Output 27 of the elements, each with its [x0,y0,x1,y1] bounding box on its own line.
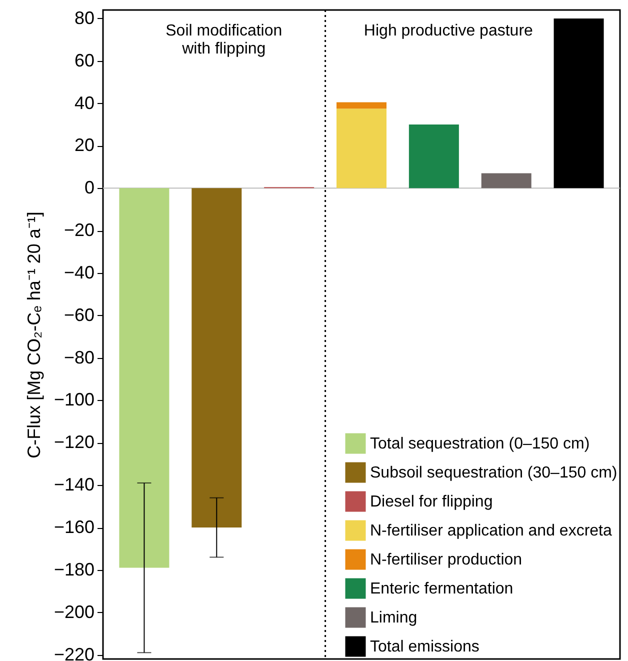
legend-label: N-fertiliser production [370,552,522,568]
legend-label: Total sequestration (0–150 cm) [370,436,590,452]
y-tick-label: −80 [64,347,94,368]
y-tick-label: −160 [54,517,94,538]
y-tick-label: −220 [54,644,94,661]
legend-label: Diesel for flipping [370,494,493,510]
legend-label: N-fertiliser application and excreta [370,522,612,540]
legend-label: Total emissions [370,638,480,656]
y-tick-label: −200 [54,602,94,622]
y-tick-label: −60 [64,304,94,325]
legend-label: Enteric fermentation [370,580,514,598]
annotation: Soil modification with flipping [166,22,282,58]
y-tick-label: −140 [54,474,94,495]
annotation: High productive pasture [364,22,534,40]
y-tick-label: −40 [64,262,94,282]
y-tick-label: −120 [54,432,94,452]
legend-label: Liming [370,610,418,626]
legend-label: Subsoil sequestration (30–150 cm) [370,464,618,482]
y-axis-title: C-Flux [Mg CO₂-Cₑ ha⁻¹ 20 a⁻¹] [24,212,44,458]
y-tick-label: 0 [84,178,94,198]
y-tick-label: 60 [74,50,94,70]
y-tick-label: 80 [74,8,94,28]
y-tick-label: 20 [74,135,94,156]
y-tick-label: 40 [74,92,94,113]
y-tick-label: −180 [54,559,94,580]
y-tick-label: −100 [54,390,94,410]
y-tick-label: −20 [64,220,94,240]
